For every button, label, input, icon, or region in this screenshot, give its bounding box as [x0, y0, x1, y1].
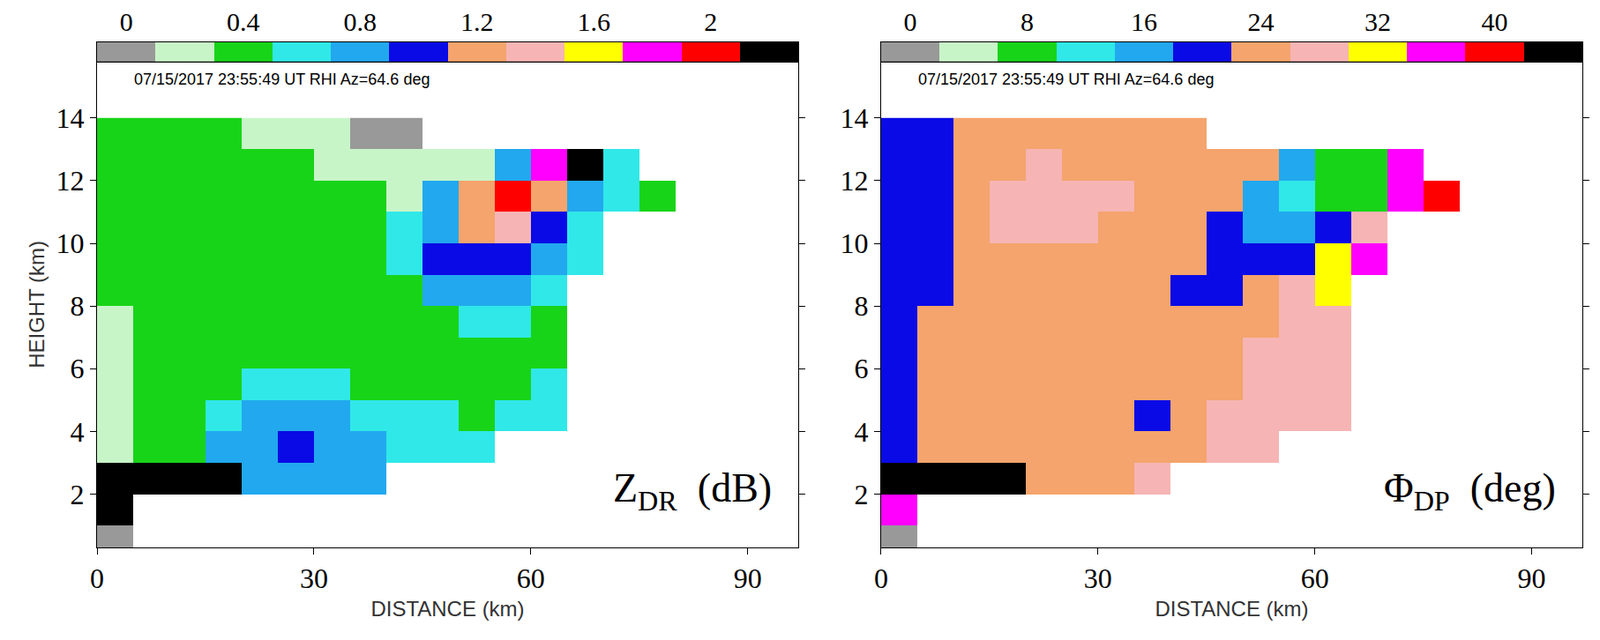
svg-text:60: 60: [1300, 562, 1330, 595]
svg-text:Z​DR​ (dB): Z​DR​ (dB): [613, 465, 772, 517]
svg-text:07/15/2017 23:55:49 UT RHI Az=: 07/15/2017 23:55:49 UT RHI Az=64.6 deg: [918, 70, 1214, 89]
svg-text:0.4: 0.4: [226, 7, 261, 37]
svg-text:HEIGHT (km): HEIGHT (km): [24, 240, 49, 369]
svg-text:1.2: 1.2: [460, 7, 494, 37]
svg-text:4: 4: [70, 416, 85, 449]
svg-text:90: 90: [1517, 562, 1547, 595]
svg-text:30: 30: [1084, 562, 1113, 595]
svg-text:32: 32: [1364, 7, 1391, 37]
svg-text:Φ​DP​ (deg): Φ​DP​ (deg): [1383, 465, 1556, 517]
svg-text:14: 14: [840, 102, 869, 135]
svg-text:0: 0: [89, 562, 105, 595]
svg-text:10: 10: [840, 227, 869, 260]
svg-text:8: 8: [854, 290, 869, 322]
svg-text:0: 0: [904, 7, 918, 37]
svg-text:40: 40: [1481, 7, 1509, 37]
svg-text:6: 6: [70, 352, 85, 385]
svg-text:07/15/2017 23:55:49 UT RHI Az=: 07/15/2017 23:55:49 UT RHI Az=64.6 deg: [134, 70, 430, 89]
svg-text:DISTANCE (km): DISTANCE (km): [1154, 597, 1309, 621]
svg-text:DISTANCE (km): DISTANCE (km): [370, 597, 524, 621]
svg-text:60: 60: [516, 562, 546, 595]
svg-text:4: 4: [854, 416, 869, 449]
svg-text:30: 30: [299, 562, 329, 595]
svg-text:12: 12: [840, 164, 869, 197]
svg-text:1.6: 1.6: [576, 7, 611, 37]
svg-text:6: 6: [854, 352, 869, 385]
svg-text:8: 8: [1020, 7, 1034, 37]
svg-text:0: 0: [119, 7, 134, 37]
svg-text:2: 2: [854, 478, 869, 511]
svg-text:14: 14: [56, 102, 85, 135]
svg-text:12: 12: [56, 164, 85, 197]
svg-text:2: 2: [70, 478, 85, 511]
svg-text:2: 2: [703, 7, 718, 37]
svg-text:24: 24: [1248, 7, 1275, 37]
svg-text:16: 16: [1130, 7, 1158, 37]
svg-text:10: 10: [56, 227, 85, 260]
svg-text:8: 8: [70, 290, 85, 322]
svg-text:0.8: 0.8: [343, 7, 377, 37]
svg-text:0: 0: [874, 562, 889, 595]
svg-text:90: 90: [733, 562, 763, 595]
